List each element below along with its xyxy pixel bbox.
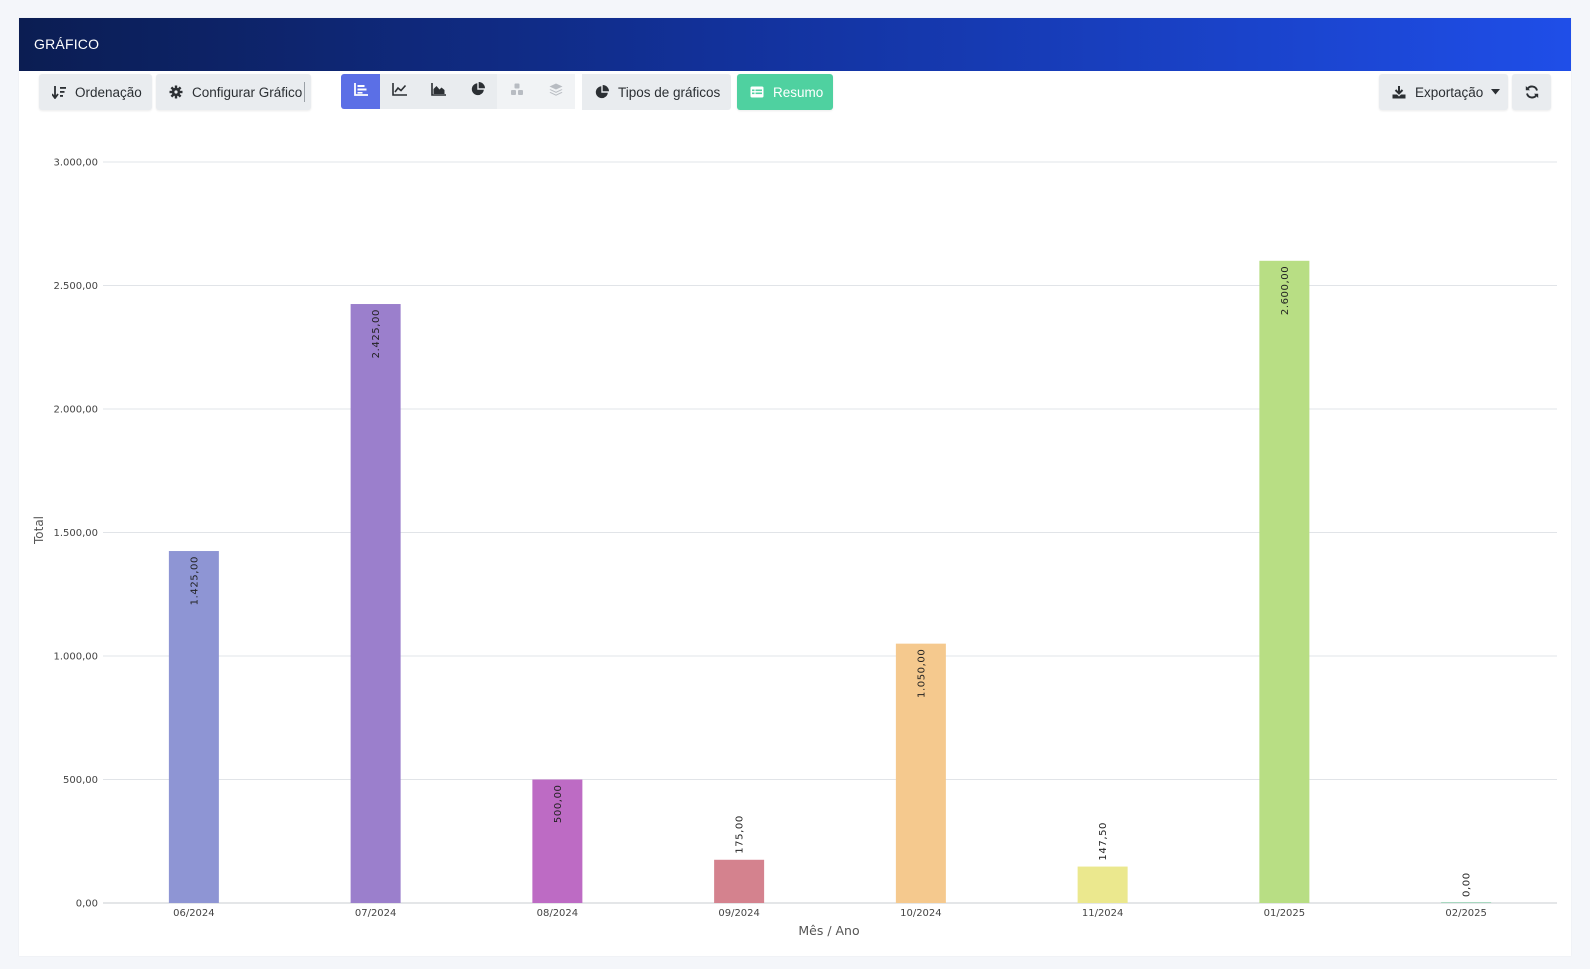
cubes-icon <box>510 83 524 101</box>
bar[interactable] <box>350 304 401 903</box>
bar[interactable] <box>895 643 946 903</box>
area-chart-icon <box>431 82 446 101</box>
x-tick-label: 06/2024 <box>173 908 215 919</box>
bar-chart-type-button[interactable] <box>341 74 380 109</box>
layers-icon <box>549 83 563 101</box>
toolbar-separator <box>304 82 305 102</box>
configure-chart-button[interactable]: Configurar Gráfico <box>156 74 311 110</box>
bar[interactable] <box>714 859 765 903</box>
bar-value-label: 1.050,00 <box>916 649 927 698</box>
bar-value-label: 0,00 <box>1462 872 1473 897</box>
download-icon <box>1392 85 1406 99</box>
pie-chart-type-button[interactable] <box>458 74 497 109</box>
chart-types-button[interactable]: Tipos de gráficos <box>582 74 731 110</box>
bar-value-label: 500,00 <box>553 785 564 824</box>
sort-icon <box>52 85 66 99</box>
export-button[interactable]: Exportação <box>1379 74 1508 110</box>
configure-chart-label: Configurar Gráfico <box>192 84 303 100</box>
x-tick-label: 11/2024 <box>1082 908 1124 919</box>
caret-down-icon <box>1491 89 1501 95</box>
bar[interactable] <box>1441 902 1492 903</box>
cubes-chart-type-button[interactable] <box>497 74 536 109</box>
export-label: Exportação <box>1415 84 1484 100</box>
bar-value-label: 147,50 <box>1098 822 1109 861</box>
y-tick-label: 2.500,00 <box>53 281 98 292</box>
panel-header: GRÁFICO <box>19 18 1571 71</box>
chart-panel: GRÁFICO <box>19 18 1571 956</box>
y-tick-label: 2.000,00 <box>53 405 98 416</box>
sort-button[interactable]: Ordenação <box>39 74 152 110</box>
y-axis-title: Total <box>32 516 46 545</box>
refresh-icon <box>1525 85 1539 99</box>
bar-value-label: 1.425,00 <box>189 556 200 605</box>
summary-button[interactable]: Resumo <box>737 74 833 110</box>
y-tick-label: 3.000,00 <box>53 158 98 169</box>
line-chart-type-button[interactable] <box>380 74 419 109</box>
x-tick-label: 02/2025 <box>1445 908 1487 919</box>
x-tick-label: 01/2025 <box>1264 908 1306 919</box>
table-icon <box>750 86 764 98</box>
bar-value-label: 2.425,00 <box>371 309 382 358</box>
y-tick-label: 1.000,00 <box>53 652 98 663</box>
bar[interactable] <box>532 779 583 904</box>
x-axis-title: Mês / Ano <box>798 923 859 938</box>
x-tick-label: 10/2024 <box>900 908 942 919</box>
bar[interactable] <box>1077 866 1128 903</box>
refresh-button[interactable] <box>1512 74 1551 110</box>
layers-chart-type-button[interactable] <box>536 74 575 109</box>
area-chart-type-button[interactable] <box>419 74 458 109</box>
panel-title: GRÁFICO <box>34 36 100 52</box>
sort-label: Ordenação <box>75 84 142 100</box>
bar[interactable] <box>168 551 219 903</box>
chart-types-label: Tipos de gráficos <box>618 84 721 100</box>
summary-label: Resumo <box>773 84 824 100</box>
pie-chart-icon <box>471 82 485 101</box>
x-tick-label: 07/2024 <box>355 908 397 919</box>
y-tick-label: 500,00 <box>63 775 98 786</box>
x-tick-label: 08/2024 <box>537 908 579 919</box>
line-chart-icon <box>392 82 407 101</box>
bar-value-label: 2.600,00 <box>1280 266 1291 315</box>
x-tick-label: 09/2024 <box>718 908 760 919</box>
pie-chart-icon <box>595 85 609 99</box>
bar-chart-icon <box>353 82 368 101</box>
y-tick-label: 0,00 <box>76 899 98 910</box>
bar-value-label: 175,00 <box>735 815 746 854</box>
y-tick-label: 1.500,00 <box>53 528 98 539</box>
gear-icon <box>169 85 183 99</box>
bar[interactable] <box>1259 260 1310 903</box>
